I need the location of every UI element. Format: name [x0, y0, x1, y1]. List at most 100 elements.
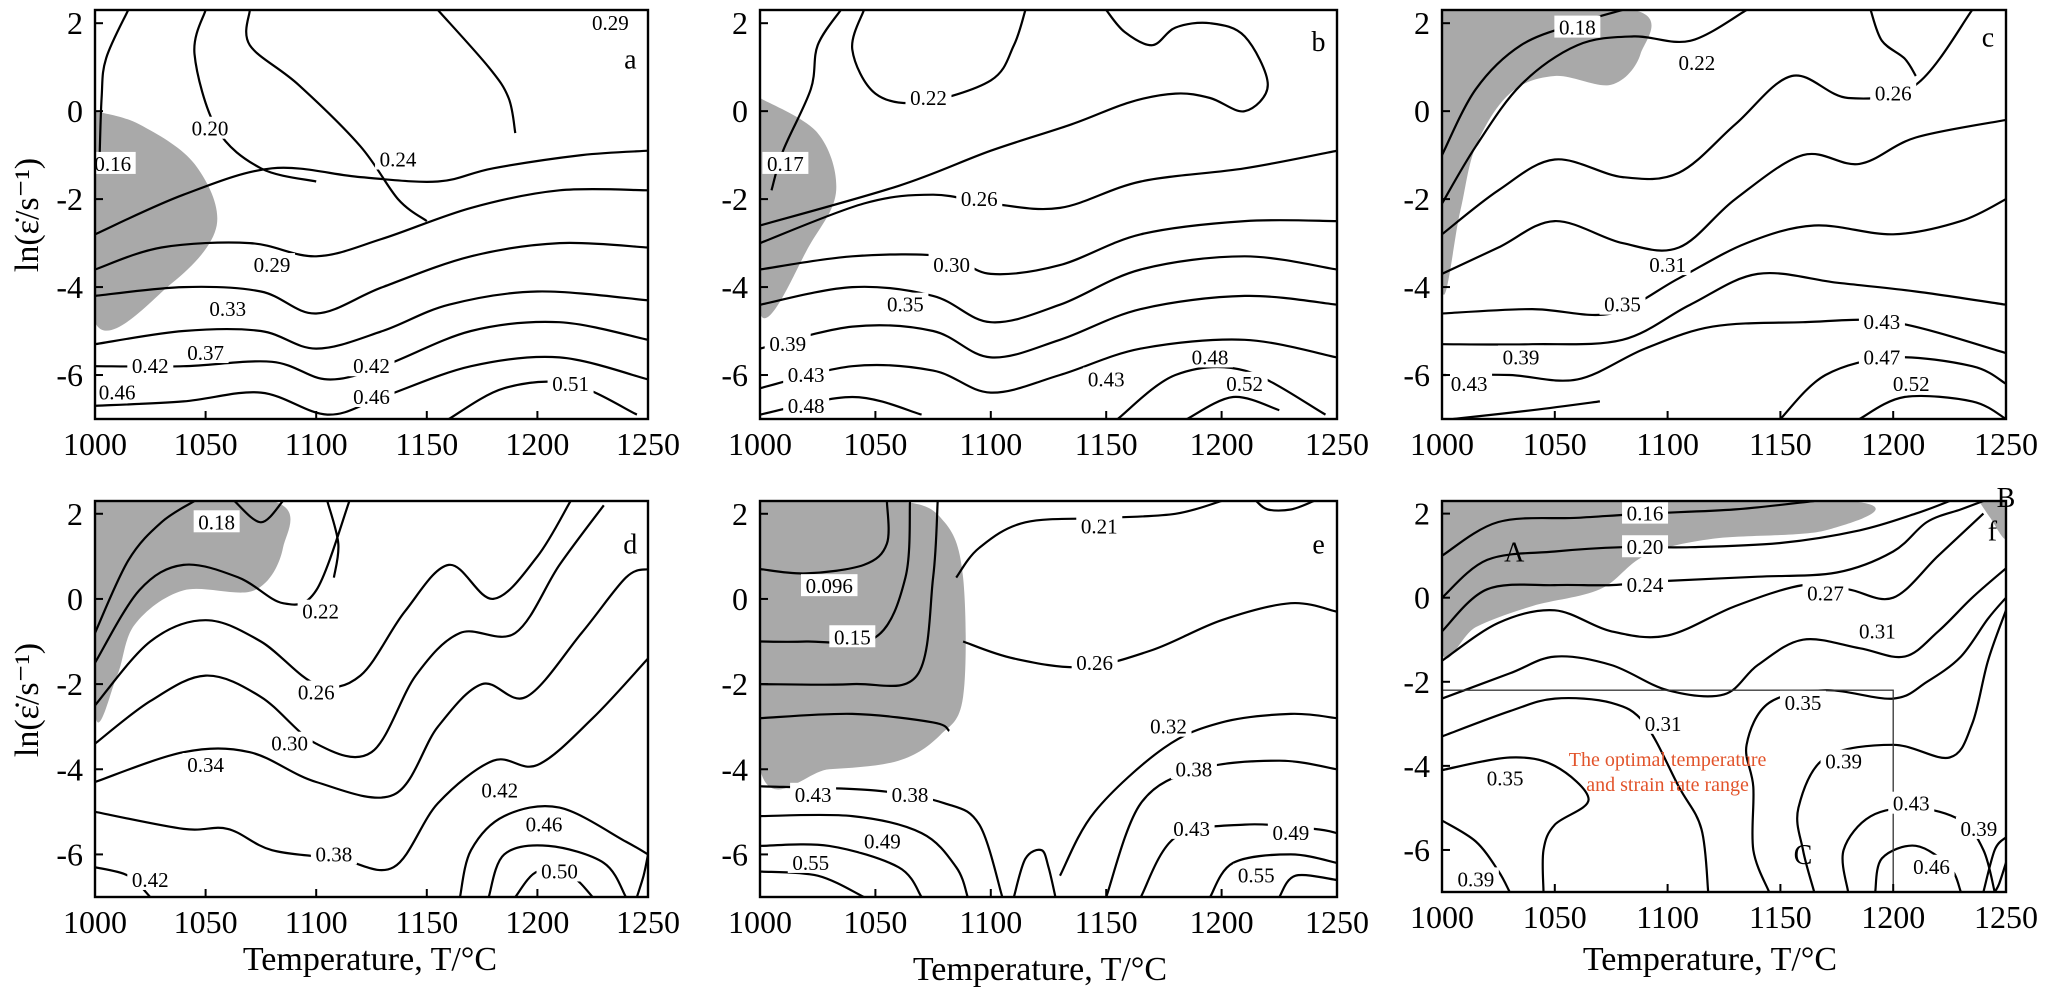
y-tick-label: 0 [1414, 580, 1430, 616]
contour-label: 0.22 [302, 600, 339, 624]
contour-line [95, 187, 648, 271]
y-tick-label: -2 [56, 666, 83, 702]
y-tick-label: 0 [732, 581, 748, 617]
contour-label: 0.17 [767, 152, 804, 176]
contour-line [1442, 567, 2006, 700]
contour-label: 0.38 [892, 783, 929, 807]
contour-line [1442, 118, 2006, 275]
plot-area: 0.17 0.22 0.26 0.30 0.35 0.39 0.43 0.48 0.43 0.48… [760, 10, 1337, 419]
panel-letter: e [1312, 530, 1324, 561]
x-tick-label: 1100 [1636, 899, 1699, 935]
contour-label: 0.20 [1627, 535, 1664, 559]
contour-label: 0.43 [1451, 372, 1488, 396]
contour-label-bg [375, 147, 422, 170]
contour-label-bg [1170, 757, 1217, 780]
contour-label-bg [476, 778, 523, 801]
plot-frame [93, 499, 650, 899]
y-tick-label: -2 [1403, 664, 1430, 700]
contour-line [760, 219, 1337, 276]
contour-line [1186, 395, 1280, 419]
contour-line [760, 501, 890, 575]
x-tick-label: 1150 [395, 426, 458, 462]
contour-line [95, 501, 351, 664]
contour-line [760, 395, 922, 416]
contour-label: 0.35 [1785, 691, 1822, 715]
y-tick-label: -4 [1403, 269, 1430, 305]
y-tick-label: -4 [721, 269, 748, 305]
contour-label-bg [1888, 791, 1935, 814]
contour-line [1442, 696, 1710, 892]
contour-label: 0.42 [132, 354, 169, 378]
x-axis-label-middle: Temperature, T/°C [913, 951, 1167, 988]
contour-label: 0.24 [380, 148, 417, 172]
x-tick-label: 1050 [1523, 426, 1587, 462]
contour-label: 0.33 [209, 297, 246, 321]
contour-label-bg [95, 151, 136, 174]
contour-line [1442, 501, 1984, 633]
contour-line [760, 813, 969, 897]
contour-label: 0.31 [1645, 712, 1682, 736]
panel-letter: A [1504, 537, 1525, 568]
contour-label-bg [127, 867, 174, 890]
contour-label-bg [348, 354, 395, 377]
panel-f: 0.16 0.20 0.24 0.27 0.31 0.35 0.31 0.39 0.35 0.43… [1403, 483, 2038, 935]
panel-letter: f [1988, 516, 1998, 547]
y-tick-label: 2 [67, 496, 83, 532]
contour-label-bg [829, 625, 876, 648]
contour-label: 0.35 [1487, 766, 1524, 790]
contour-label-bg [956, 187, 1003, 210]
optimal-region-box [1442, 689, 1894, 892]
x-tick-label: 1050 [843, 426, 907, 462]
contour-label-bg [1221, 371, 1268, 394]
contour-label: 0.43 [1893, 792, 1930, 816]
contour-line [448, 380, 638, 419]
y-tick-label: -4 [721, 751, 748, 787]
contour-label-bg [1854, 619, 1901, 642]
contour-line [95, 568, 648, 799]
contour-label: 0.43 [788, 363, 825, 387]
contour-line [95, 657, 648, 872]
contour-line [98, 10, 130, 164]
contour-label-bg [762, 151, 809, 174]
contour-label-bg [1644, 253, 1691, 276]
x-tick-label: 1000 [1410, 426, 1474, 462]
contour-label: 0.24 [1627, 573, 1664, 597]
contour-line [1869, 10, 1917, 77]
y-axis-label-bottom: ln(ε̇/s⁻¹) [9, 643, 46, 757]
contour-line [962, 602, 1337, 669]
contour-label-bg [882, 292, 929, 315]
contour-label-bg [1554, 15, 1601, 38]
y-tick-label: -2 [721, 181, 748, 217]
contour-line [1874, 844, 1962, 892]
contour-line [760, 870, 865, 897]
contour-label: 0.16 [94, 152, 131, 176]
contour-label-bg [905, 85, 952, 108]
contour-label: 0.26 [1875, 82, 1912, 106]
y-tick-label: -2 [1403, 181, 1430, 217]
panel-a: 0.29 0.20 0.16 0.24 0.29 0.33 0.37 0.42 0.46 0.42… [56, 5, 680, 462]
contour-label: 0.22 [910, 86, 947, 110]
y-tick-label: -6 [721, 836, 748, 872]
contour-line [635, 854, 648, 897]
contour-label-bg [1802, 581, 1849, 604]
x-tick-label: 1200 [505, 426, 569, 462]
x-tick-label: 1250 [1305, 426, 1369, 462]
panel-letter: a [624, 44, 637, 75]
contour-label-bg [1446, 371, 1493, 394]
contour-label: 0.18 [1559, 16, 1596, 40]
contour-label: 0.46 [1913, 855, 1950, 879]
x-tick-label: 1150 [395, 904, 458, 940]
contour-line [1453, 400, 1601, 419]
contour-label-bg [1076, 514, 1123, 537]
contour-line [1209, 853, 1337, 897]
plot-area: 0.18 0.22 0.26 0.30 0.34 0.38 0.42 0.42 0.46 0.50 [95, 501, 648, 897]
contour-label-bg [1955, 816, 2002, 839]
contour-label-bg [1187, 345, 1234, 368]
panel-letter: d [623, 530, 637, 561]
contour-label-bg [1673, 50, 1720, 73]
x-tick-label: 1200 [505, 904, 569, 940]
plot-area: 0.18 0.22 0.26 0.31 0.35 0.39 0.43 0.43 0.47 0.52 [1442, 10, 2006, 419]
contour-label: 0.16 [1627, 502, 1664, 526]
contour-label: 0.29 [592, 11, 629, 35]
contour-label-bg [310, 842, 357, 865]
